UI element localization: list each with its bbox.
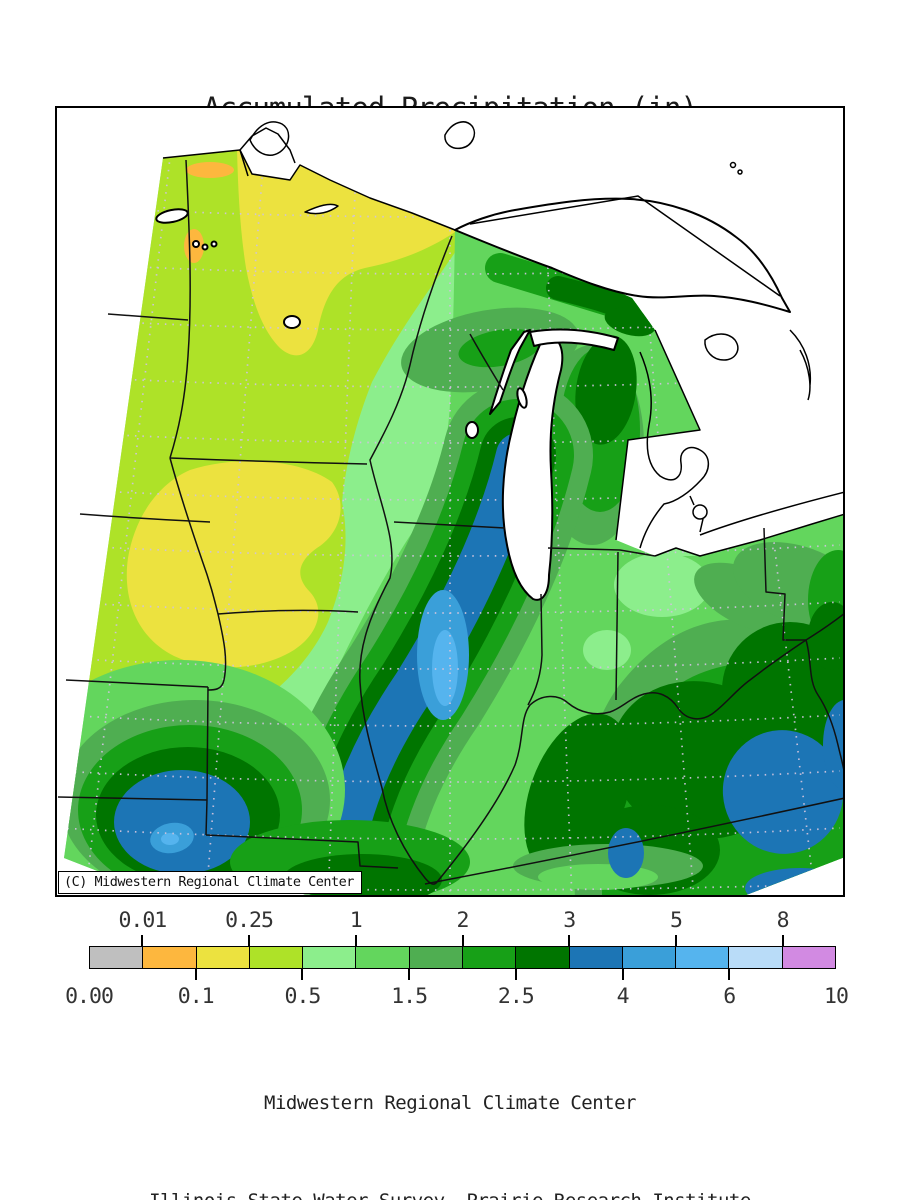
green-bay (489, 329, 531, 415)
border-minnesota-west (169, 159, 191, 459)
border-ks-mo (57, 686, 209, 836)
lake-st-clair (692, 504, 708, 520)
border-ky-tn (424, 797, 843, 885)
legend-label-10: 10 (824, 984, 849, 1009)
border-sd-ne (79, 513, 211, 523)
legend-tick-0.25 (248, 935, 251, 946)
legend-label-2: 2 (456, 908, 470, 933)
legend-color-bar (89, 946, 836, 969)
border-wi-mi (469, 333, 504, 391)
st-joseph-island (704, 333, 739, 361)
border-ne-ks (65, 679, 209, 688)
legend-segment-0.5-1 (303, 947, 357, 968)
legend-label-0.25: 0.25 (225, 908, 274, 933)
michigan-thumb-outline (639, 351, 710, 549)
isle-royale (304, 203, 339, 215)
legend-tick-5 (674, 935, 677, 946)
legend-tick-0.1 (194, 969, 197, 980)
legend-label-2.5: 2.5 (497, 984, 535, 1009)
detroit-river (689, 495, 704, 533)
border-ia-mo (217, 609, 359, 615)
border-ky-wv-va (805, 639, 843, 770)
legend-label-8: 8 (776, 908, 790, 933)
georgian-bay-lines (789, 329, 812, 401)
lake-erie-north-shore (699, 491, 843, 536)
legend-segment-0.00-0.01 (90, 947, 144, 968)
ohio-river (436, 613, 843, 883)
mackinac-strait (529, 328, 619, 351)
legend-tick-2.5 (514, 969, 517, 980)
legend-tick-8 (781, 935, 784, 946)
border-nd-sd (107, 313, 189, 321)
canada-border-line (162, 149, 456, 231)
wisconsin-lake (465, 421, 479, 439)
legend-segment-0.25-0.5 (249, 947, 304, 968)
legend-segment-0.01-0.1 (143, 947, 197, 968)
legend-tick-1 (354, 935, 357, 946)
great-lakes (155, 121, 791, 601)
footer-line-1: Midwestern Regional Climate Center (264, 1092, 636, 1114)
border-il-in (527, 593, 543, 706)
nipigon-lakes-cluster (444, 121, 476, 150)
legend-segment-1-1.5 (356, 947, 410, 968)
missouri-river (169, 457, 227, 691)
legend-segment-8-10 (782, 947, 835, 968)
legend-label-6: 6 (723, 984, 736, 1009)
copyright-badge: (C) Midwestern Regional Climate Center (58, 871, 362, 894)
legend-label-5: 5 (669, 908, 683, 933)
legend-label-4: 4 (616, 984, 630, 1009)
rainy-lakes-cluster (249, 121, 290, 156)
lake-michigan (501, 333, 564, 601)
border-mi-south (547, 547, 656, 557)
legend-label-1.5: 1.5 (391, 984, 428, 1009)
legend-segment-2.5-3 (516, 947, 570, 968)
legend-label-0.5: 0.5 (284, 984, 322, 1009)
legend-segment-5-6 (676, 947, 730, 968)
legend-segment-3-4 (569, 947, 623, 968)
legend-tick-0.01 (141, 935, 144, 946)
mississippi-river (359, 235, 453, 885)
border-mo-ar (205, 834, 399, 869)
legend-label-1: 1 (349, 908, 363, 933)
legend-label-3: 3 (563, 908, 576, 933)
legend-segment-4-5 (622, 947, 677, 968)
state-borders (57, 159, 843, 885)
border-wi-il (393, 521, 506, 529)
legend-label-0.1: 0.1 (177, 984, 215, 1009)
lake-winnebago (516, 387, 528, 409)
footer-line-2: Illinois State Water Survey, Prairie Res… (0, 1185, 900, 1200)
map-frame: (C) Midwestern Regional Climate Center (55, 106, 845, 897)
legend-label-0.00: 0.00 (65, 984, 114, 1009)
shoreline-details (162, 127, 843, 557)
data-region-diagonal (615, 329, 701, 541)
legend-tick-3 (568, 935, 571, 946)
legend-tick-0.5 (301, 969, 304, 980)
legend-segment-1.5-2 (409, 947, 463, 968)
border-mn-ia (169, 457, 368, 465)
precipitation-map (57, 121, 843, 895)
lake-erie-south-shore (654, 513, 843, 557)
legend-tick-6 (728, 969, 731, 980)
legend-label-0.01: 0.01 (118, 908, 167, 933)
mille-lacs-lake (283, 315, 301, 329)
legend-tick-2 (461, 935, 464, 946)
lake-superior (454, 197, 791, 313)
legend-segment-6-8 (729, 947, 783, 968)
precipitation-field (64, 150, 843, 895)
border-oh-pa-wv (763, 527, 806, 641)
legend-segment-2-2.5 (462, 947, 517, 968)
superior-boundary-line (469, 195, 781, 297)
legend-segment-0.1-0.25 (196, 947, 250, 968)
legend-tick-4 (621, 969, 624, 980)
attribution-footer: Midwestern Regional Climate Center Illin… (0, 1022, 900, 1200)
legend-tick-1.5 (408, 969, 411, 980)
border-in-oh (615, 551, 619, 701)
precipitation-legend: 0.00 0.01 0.1 0.25 0.5 1 1.5 2 2.5 3 4 5 6 8 10 (65, 908, 849, 1009)
